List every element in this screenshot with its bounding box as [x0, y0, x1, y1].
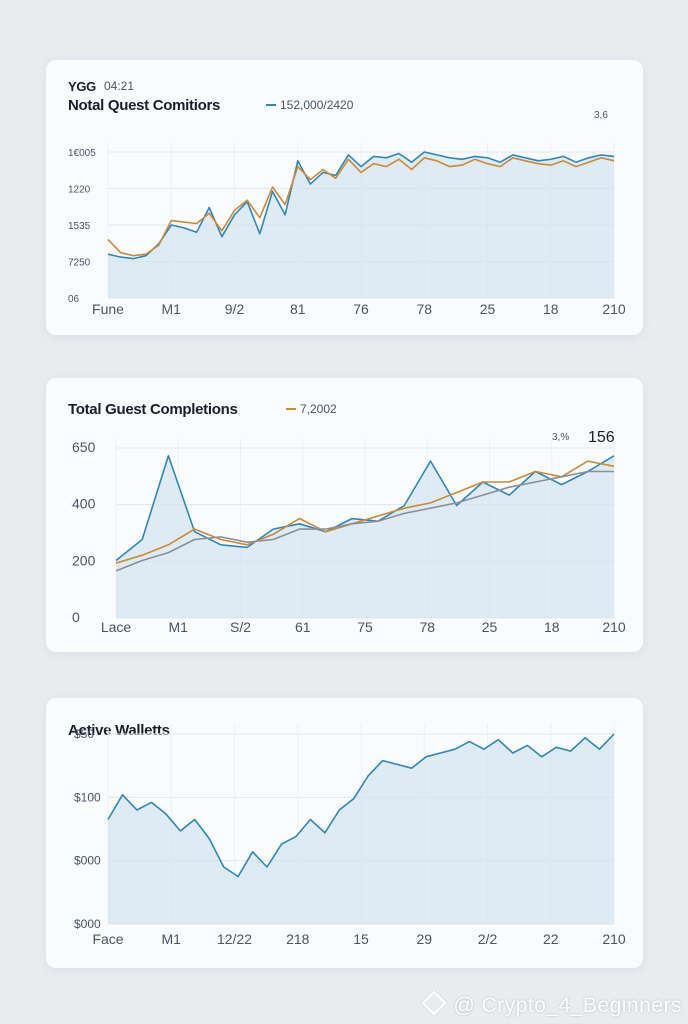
watermark-text: @ Crypto_4_Beginners	[453, 994, 682, 1017]
chart-plot: 1€005 1220 1535 7250 06 Fune M1 9/2 81 76 78 25 18 21…	[68, 110, 626, 317]
y-tick-label: 400	[72, 496, 96, 512]
x-tick-label: 29	[416, 931, 432, 947]
x-tick-label: 78	[416, 301, 432, 317]
x-tick-label: 9/2	[225, 301, 245, 317]
corner-label: 3,6	[594, 110, 608, 121]
chart-title: Notal Quest Comitiors	[68, 97, 221, 114]
x-tick-label: Lace	[101, 619, 132, 635]
chart-card-quest-comitiors: YGG 04:21 Notal Quest Comitiors 152,000/…	[46, 60, 643, 335]
y-tick-label: $000	[74, 854, 101, 868]
y-tick-label: 200	[72, 552, 96, 568]
y-tick-label: 1220	[68, 185, 91, 196]
token-value: 04:21	[104, 79, 135, 93]
x-tick-label: 22	[543, 931, 559, 947]
series-line-orange	[107, 157, 615, 257]
chart-plot: 650 400 200 0 Lace M1 S/2 61 75 78 25 18 210 3,% 156	[72, 429, 626, 635]
corner-value: 156	[588, 429, 615, 446]
area-fill	[108, 152, 614, 298]
legend-swatch	[266, 104, 276, 106]
x-tick-label: 18	[543, 301, 559, 317]
legend-label: 7,2002	[300, 402, 337, 416]
x-tick-label: 25	[480, 301, 496, 317]
x-tick-label: S/2	[230, 619, 251, 635]
y-tick-label: 0	[72, 609, 80, 625]
diamond-icon	[421, 990, 448, 1016]
area-fill	[108, 734, 614, 924]
y-tick-label: 7250	[68, 258, 91, 269]
x-tick-label: 218	[286, 931, 310, 947]
x-tick-label: 210	[602, 619, 626, 635]
watermark: @ Crypto_4_Beginners	[421, 990, 682, 1018]
y-tick-label: $000	[74, 917, 101, 931]
x-tick-label: 12/22	[217, 931, 252, 947]
series-line-blue	[107, 733, 615, 878]
series-line-gray	[115, 470, 614, 572]
token-label: YGG	[68, 79, 96, 94]
chart-title: Active Walletts	[68, 722, 170, 739]
x-tick-label: 210	[602, 301, 626, 317]
chart-title: Total Guest Completions	[68, 401, 238, 418]
x-tick-label: M1	[162, 931, 182, 947]
y-tick-label: 1€005	[68, 148, 96, 159]
x-tick-label: Fune	[92, 301, 124, 317]
x-tick-label: Face	[92, 931, 123, 947]
chart-card-guest-completions: Total Guest Completions 7,2002 650 400 200…	[46, 378, 643, 652]
series-line-orange	[115, 460, 615, 564]
y-tick-label: 1535	[68, 221, 91, 232]
corner-label: 3,%	[552, 432, 569, 443]
x-tick-label: M1	[169, 619, 189, 635]
x-tick-label: 15	[353, 931, 369, 947]
legend-swatch	[286, 408, 296, 410]
y-tick-label: $50	[74, 727, 94, 741]
x-tick-label: 75	[357, 619, 373, 635]
chart-card-active-wallets: Active Walletts $50 $100 $000 $000 Face M1 12/…	[46, 698, 643, 968]
y-tick-label: 06	[68, 294, 80, 305]
legend-label: 152,000/2420	[280, 98, 354, 112]
x-tick-label: 61	[295, 619, 311, 635]
x-tick-label: 2/2	[478, 931, 498, 947]
x-tick-label: 25	[482, 619, 498, 635]
y-tick-label: 650	[72, 439, 96, 455]
x-tick-label: 210	[602, 931, 626, 947]
y-tick-label: $100	[74, 790, 101, 804]
area-fill	[116, 455, 614, 618]
x-tick-label: 78	[419, 619, 435, 635]
x-tick-label: 76	[353, 301, 369, 317]
x-tick-label: 81	[290, 301, 306, 317]
series-line-blue	[107, 151, 615, 260]
x-tick-label: 18	[544, 619, 560, 635]
x-tick-label: M1	[162, 301, 182, 317]
